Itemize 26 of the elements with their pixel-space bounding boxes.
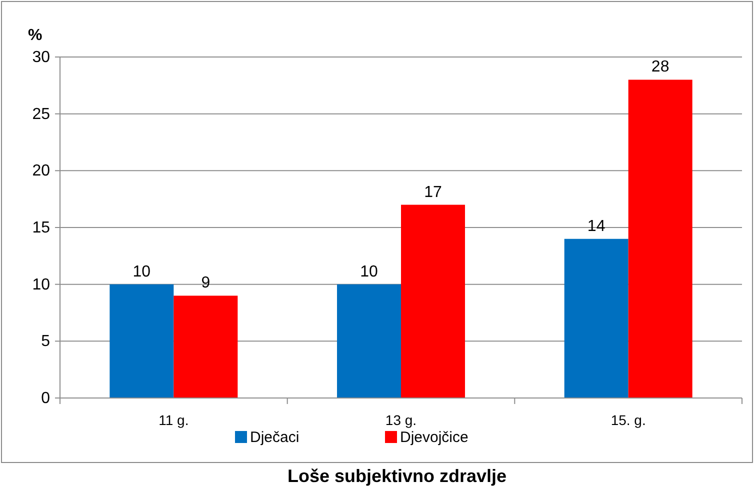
- bar: [337, 284, 401, 398]
- text: Loše subjektivno zdravlje: [287, 466, 507, 486]
- bar: [174, 296, 238, 398]
- bar: [564, 238, 628, 398]
- bar: [401, 204, 465, 398]
- data-label: 28: [651, 58, 670, 76]
- x-tick-label: 15. g.: [610, 412, 646, 428]
- data-label: 14: [587, 218, 606, 235]
- y-tick-label: 25: [32, 106, 50, 123]
- data-label: 10: [360, 263, 378, 280]
- y-tick-label: 0: [41, 390, 50, 407]
- bar: [628, 80, 692, 398]
- data-label: 9: [201, 274, 210, 292]
- y-axis-title: %: [28, 27, 42, 44]
- x-tick-label: 11 g.: [158, 412, 189, 428]
- y-tick-label: 5: [41, 333, 50, 350]
- x-tick-label: 13 g.: [385, 412, 417, 428]
- legend-label: Dječaci: [250, 429, 300, 446]
- legend-label: Djevojčice: [400, 429, 468, 446]
- data-label: 10: [132, 263, 151, 280]
- bar: [110, 284, 174, 398]
- y-tick-label: 15: [32, 220, 50, 236]
- y-tick-label: 10: [32, 276, 50, 294]
- data-label: 17: [424, 184, 442, 201]
- y-tick-label: 30: [32, 49, 50, 66]
- y-tick-label: 20: [32, 162, 50, 180]
